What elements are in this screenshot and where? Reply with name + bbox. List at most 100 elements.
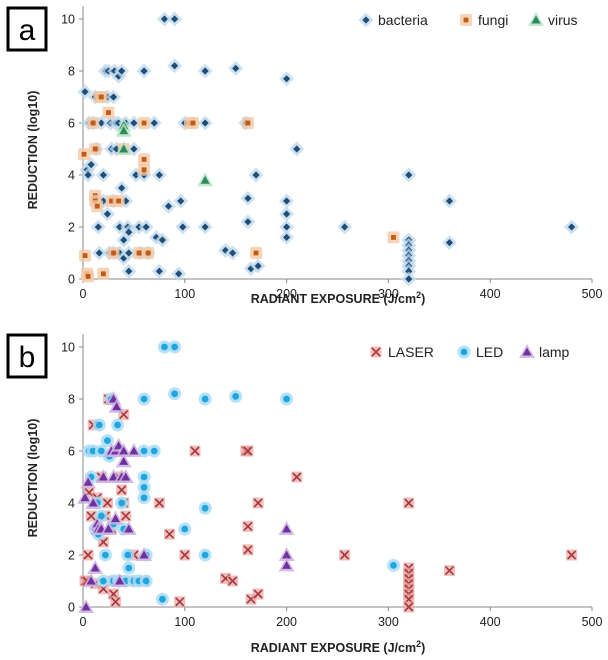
y-tick-label: 0 bbox=[68, 601, 75, 615]
data-point-led bbox=[137, 444, 151, 458]
legend-marker bbox=[528, 12, 544, 26]
data-point-laser bbox=[189, 445, 201, 457]
data-point-bacteria bbox=[161, 198, 177, 214]
data-point-led bbox=[96, 574, 110, 588]
legend-item-lamp: lamp bbox=[519, 344, 570, 360]
legend-item-led: LED bbox=[457, 344, 503, 360]
data-point-fungi bbox=[186, 117, 199, 129]
x-tick-label: 100 bbox=[174, 287, 195, 301]
y-tick-label: 8 bbox=[68, 393, 75, 407]
data-point-laser bbox=[153, 497, 165, 509]
data-point-led bbox=[280, 392, 294, 406]
legend: bacteria fungi virus bbox=[358, 12, 578, 28]
data-point-bacteria bbox=[154, 232, 170, 248]
data-point-fungi bbox=[250, 247, 263, 259]
y-tick-label: 2 bbox=[68, 221, 75, 235]
data-point-fungi bbox=[138, 117, 151, 129]
data-point-bacteria bbox=[337, 219, 353, 235]
data-point-lamp bbox=[107, 510, 124, 525]
data-point-lamp bbox=[80, 474, 97, 489]
data-point-fungi bbox=[142, 247, 155, 259]
data-point-bacteria bbox=[151, 167, 167, 183]
data-point-laser bbox=[252, 497, 264, 509]
data-point-bacteria bbox=[175, 219, 191, 235]
data-point-laser bbox=[242, 520, 254, 532]
data-point-bacteria bbox=[146, 115, 162, 131]
y-tick-label: 4 bbox=[68, 497, 75, 511]
y-tick-label: 10 bbox=[61, 341, 75, 355]
panel-label-box bbox=[6, 6, 48, 52]
data-point-bacteria bbox=[279, 193, 295, 209]
data-point-lamp bbox=[278, 547, 295, 561]
data-point-led bbox=[147, 444, 161, 458]
data-point-bacteria bbox=[197, 115, 213, 131]
data-point-led bbox=[198, 501, 212, 515]
legend-item-fungi: fungi bbox=[460, 12, 508, 28]
data-point-bacteria bbox=[279, 229, 295, 245]
data-point-led bbox=[229, 389, 243, 403]
x-tick-label: 300 bbox=[378, 615, 399, 629]
data-point-fungi bbox=[241, 117, 254, 129]
data-point-lamp bbox=[278, 521, 295, 535]
data-point-laser bbox=[85, 510, 97, 522]
data-point-laser bbox=[120, 510, 132, 522]
data-point-led bbox=[168, 340, 182, 354]
x-axis-title: RADIANT EXPOSURE (J/cm2) bbox=[251, 639, 426, 655]
legend-marker bbox=[460, 14, 472, 26]
data-point-fungi bbox=[82, 270, 95, 283]
legend-marker bbox=[370, 346, 382, 358]
panel-a: a 0 100 200 300 400 500 0 2 4 6 8 10 bacteria fungi v… bbox=[6, 6, 602, 306]
legend-label: bacteria bbox=[378, 12, 428, 28]
data-point-bacteria bbox=[114, 63, 130, 79]
data-point-bacteria bbox=[138, 219, 154, 235]
data-point-bacteria bbox=[225, 245, 241, 261]
data-point-bacteria bbox=[136, 63, 152, 79]
data-point-bacteria bbox=[121, 263, 137, 279]
data-point-lamp bbox=[78, 599, 95, 613]
data-point-lamp bbox=[117, 469, 134, 483]
data-point-fungi bbox=[138, 163, 151, 176]
data-point-fungi bbox=[107, 247, 120, 259]
legend-item-bacteria: bacteria bbox=[358, 12, 428, 28]
x-tick-label: 200 bbox=[276, 287, 297, 301]
series-led bbox=[82, 340, 400, 606]
data-point-bacteria bbox=[106, 89, 122, 105]
data-point-lamp bbox=[87, 560, 104, 574]
data-point-bacteria bbox=[240, 190, 256, 206]
legend-label: LED bbox=[476, 344, 503, 360]
data-point-bacteria bbox=[279, 219, 295, 235]
data-points bbox=[77, 11, 580, 287]
data-point-laser bbox=[242, 544, 254, 556]
data-point-laser bbox=[252, 588, 264, 600]
data-point-bacteria bbox=[151, 263, 167, 279]
data-point-lamp bbox=[95, 469, 112, 483]
x-tick-label: 0 bbox=[80, 615, 87, 629]
data-point-laser bbox=[101, 497, 113, 509]
data-point-laser bbox=[443, 565, 455, 577]
data-point-bacteria bbox=[167, 11, 183, 27]
data-point-lamp bbox=[115, 443, 132, 457]
series-lamp bbox=[77, 391, 295, 613]
data-point-laser bbox=[339, 549, 351, 561]
y-tick-label: 8 bbox=[68, 65, 75, 79]
data-point-bacteria bbox=[156, 11, 172, 27]
data-point-bacteria bbox=[90, 219, 106, 235]
data-point-laser bbox=[82, 549, 94, 561]
data-point-lamp bbox=[108, 398, 125, 413]
data-point-led bbox=[386, 558, 400, 572]
data-point-laser bbox=[566, 549, 578, 561]
data-point-bacteria bbox=[121, 224, 137, 240]
legend-marker bbox=[457, 345, 471, 359]
data-point-fungi bbox=[387, 231, 400, 244]
legend-label: LASER bbox=[388, 344, 434, 360]
data-point-led bbox=[100, 434, 114, 448]
data-point-led bbox=[137, 491, 151, 505]
x-tick-label: 300 bbox=[378, 287, 399, 301]
data-point-bacteria bbox=[401, 167, 417, 183]
legend-label: virus bbox=[548, 12, 578, 28]
data-point-fungi bbox=[95, 91, 108, 103]
data-point-lamp bbox=[85, 495, 102, 509]
data-point-bacteria bbox=[121, 245, 137, 261]
data-point-led bbox=[198, 548, 212, 562]
data-point-bacteria bbox=[171, 266, 187, 282]
